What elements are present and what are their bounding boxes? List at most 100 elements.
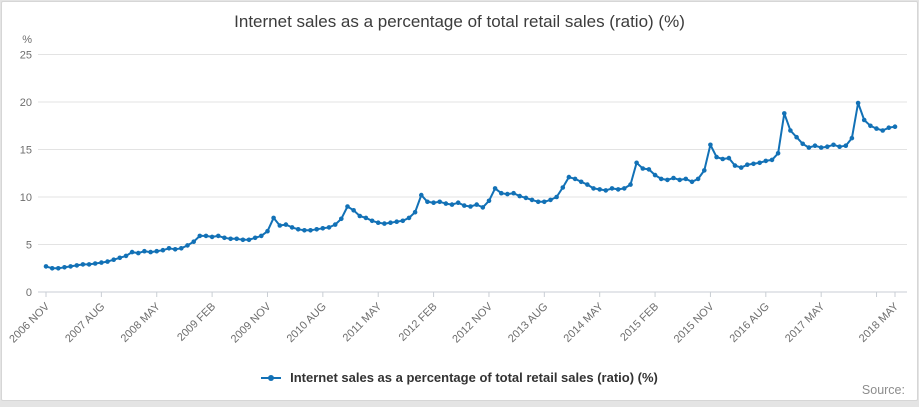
data-point[interactable] <box>283 222 289 227</box>
data-point[interactable] <box>542 199 547 205</box>
data-point[interactable] <box>861 117 867 123</box>
data-point[interactable] <box>437 199 443 205</box>
data-point[interactable] <box>449 202 455 207</box>
data-point[interactable] <box>554 194 559 200</box>
data-point[interactable] <box>419 192 424 198</box>
data-point[interactable] <box>831 142 836 148</box>
data-point[interactable] <box>351 208 356 213</box>
data-point[interactable] <box>105 259 110 264</box>
data-point[interactable] <box>172 247 178 252</box>
data-point[interactable] <box>665 177 670 183</box>
data-point[interactable] <box>185 243 190 248</box>
data-point[interactable] <box>259 233 264 239</box>
data-point[interactable] <box>382 221 387 226</box>
data-point[interactable] <box>560 185 566 190</box>
data-point[interactable] <box>597 187 602 192</box>
data-point[interactable] <box>111 257 116 262</box>
data-point[interactable] <box>825 144 830 149</box>
data-point[interactable] <box>203 233 209 239</box>
data-point[interactable] <box>228 236 233 242</box>
data-point[interactable] <box>695 176 701 182</box>
data-point[interactable] <box>880 128 885 133</box>
data-point[interactable] <box>788 128 793 133</box>
data-point[interactable] <box>732 163 738 168</box>
data-point[interactable] <box>295 227 301 232</box>
data-point[interactable] <box>499 190 504 196</box>
data-point[interactable] <box>443 201 449 206</box>
data-point[interactable] <box>92 261 98 266</box>
data-point[interactable] <box>142 248 147 254</box>
data-point[interactable] <box>332 222 338 227</box>
data-point[interactable] <box>646 167 652 172</box>
data-point[interactable] <box>240 237 246 243</box>
data-point[interactable] <box>191 239 196 244</box>
data-point[interactable] <box>578 179 584 185</box>
data-point[interactable] <box>68 264 73 269</box>
data-point[interactable] <box>302 228 307 233</box>
data-point[interactable] <box>566 174 572 180</box>
data-point[interactable] <box>49 266 55 271</box>
data-point[interactable] <box>812 143 818 148</box>
data-point[interactable] <box>388 220 393 225</box>
data-point[interactable] <box>763 158 769 164</box>
data-point[interactable] <box>818 145 824 150</box>
data-point[interactable] <box>886 125 892 130</box>
data-point[interactable] <box>517 193 522 199</box>
data-point[interactable] <box>843 143 849 148</box>
legend[interactable]: Internet sales as a percentage of total … <box>2 370 917 385</box>
data-point[interactable] <box>535 199 541 205</box>
data-point[interactable] <box>246 237 252 243</box>
data-point[interactable] <box>406 215 412 221</box>
data-point[interactable] <box>505 191 510 197</box>
data-point[interactable] <box>425 199 430 205</box>
data-point[interactable] <box>99 260 104 265</box>
data-point[interactable] <box>277 223 283 228</box>
data-point[interactable] <box>375 220 381 225</box>
data-point[interactable] <box>806 145 812 150</box>
data-point[interactable] <box>652 172 658 178</box>
data-point[interactable] <box>271 215 276 221</box>
data-point[interactable] <box>431 200 436 205</box>
series-line[interactable] <box>45 102 896 270</box>
data-point[interactable] <box>745 162 750 167</box>
data-point[interactable] <box>855 100 861 106</box>
data-point[interactable] <box>339 216 344 222</box>
data-point[interactable] <box>468 204 473 209</box>
data-point[interactable] <box>400 218 406 224</box>
data-point[interactable] <box>702 168 707 173</box>
data-point[interactable] <box>868 123 873 129</box>
data-point[interactable] <box>757 160 762 166</box>
data-point[interactable] <box>345 204 350 209</box>
data-point[interactable] <box>874 126 879 131</box>
data-point[interactable] <box>363 215 369 221</box>
data-point[interactable] <box>689 179 695 185</box>
data-point[interactable] <box>640 166 646 171</box>
data-point[interactable] <box>80 262 86 267</box>
data-point[interactable] <box>523 195 529 201</box>
data-point[interactable] <box>548 197 553 203</box>
data-point[interactable] <box>43 264 49 269</box>
data-point[interactable] <box>480 205 486 210</box>
data-point[interactable] <box>265 228 270 234</box>
data-point[interactable] <box>628 182 633 187</box>
data-point[interactable] <box>129 249 135 255</box>
data-point[interactable] <box>179 246 184 251</box>
data-point[interactable] <box>308 228 313 233</box>
data-point[interactable] <box>708 142 713 148</box>
data-point[interactable] <box>720 156 725 162</box>
data-point[interactable] <box>658 176 664 182</box>
data-point[interactable] <box>794 134 799 140</box>
data-point[interactable] <box>738 165 744 170</box>
data-point[interactable] <box>837 144 842 149</box>
data-point[interactable] <box>609 186 615 191</box>
data-point[interactable] <box>62 265 67 270</box>
data-point[interactable] <box>714 154 719 160</box>
data-point[interactable] <box>369 218 375 224</box>
data-point[interactable] <box>615 187 621 192</box>
data-point[interactable] <box>117 255 123 261</box>
data-point[interactable] <box>677 177 682 183</box>
data-point[interactable] <box>455 200 461 205</box>
data-point[interactable] <box>726 155 732 161</box>
data-point[interactable] <box>222 235 227 241</box>
